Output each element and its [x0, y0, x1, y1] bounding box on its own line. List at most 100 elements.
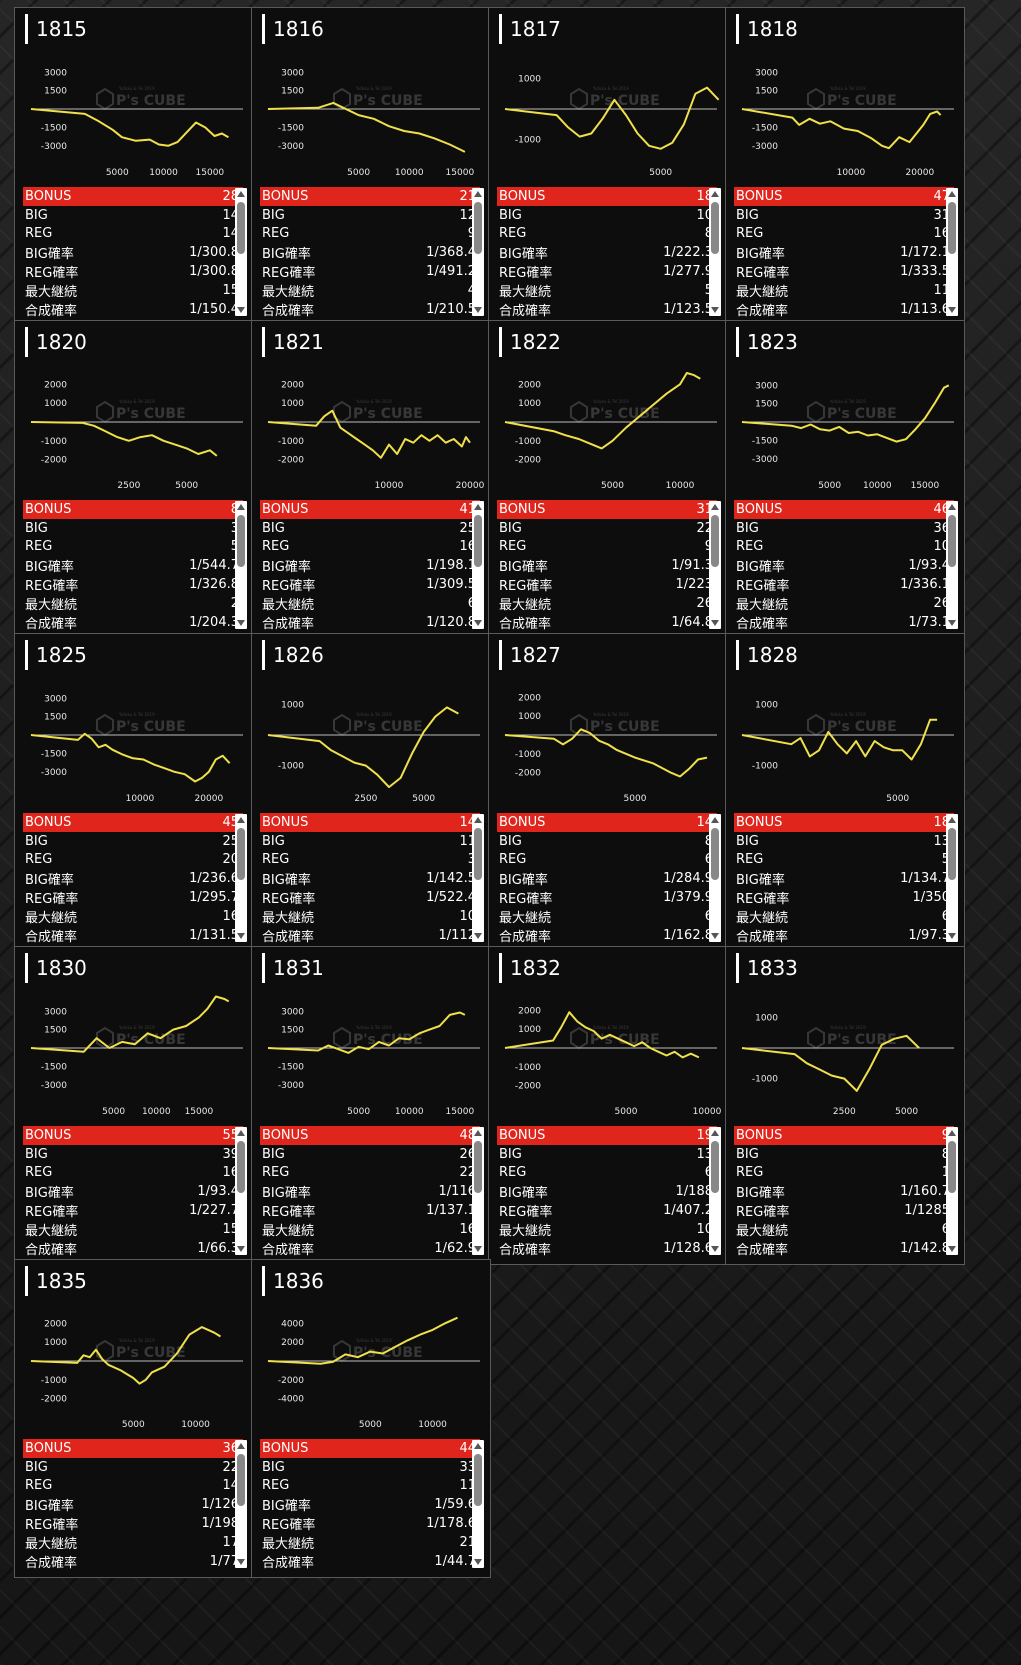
stats-scrollbar[interactable] [235, 1127, 247, 1255]
stat-row-max-streak: 最大継続 16 [260, 1220, 480, 1239]
scroll-thumb[interactable] [711, 202, 719, 254]
scroll-up-arrow-icon[interactable] [711, 1130, 719, 1136]
machine-card[interactable]: 1828 Yufuku & Tel 2019 P's CUBE 1000 -1000 50… [725, 633, 965, 952]
stats-scrollbar[interactable] [709, 814, 721, 942]
stats-table: BONUS 21 BIG 12 REG 9 BIG確率 1/368.4 REG確率 1/491.2… [260, 187, 480, 319]
stats-scrollbar[interactable] [472, 188, 484, 316]
stats-scrollbar[interactable] [946, 1127, 958, 1255]
stats-scrollbar[interactable] [472, 1127, 484, 1255]
stats-scrollbar[interactable] [472, 501, 484, 629]
scroll-down-arrow-icon[interactable] [474, 1559, 482, 1565]
scroll-down-arrow-icon[interactable] [237, 620, 245, 626]
scroll-down-arrow-icon[interactable] [711, 1246, 719, 1252]
scroll-thumb[interactable] [474, 202, 482, 254]
scroll-down-arrow-icon[interactable] [711, 620, 719, 626]
scroll-down-arrow-icon[interactable] [474, 620, 482, 626]
scroll-up-arrow-icon[interactable] [948, 191, 956, 197]
scroll-down-arrow-icon[interactable] [237, 1559, 245, 1565]
stats-scrollbar[interactable] [472, 1440, 484, 1568]
scroll-up-arrow-icon[interactable] [711, 504, 719, 510]
scroll-up-arrow-icon[interactable] [711, 817, 719, 823]
scroll-thumb[interactable] [237, 1454, 245, 1506]
scroll-down-arrow-icon[interactable] [948, 620, 956, 626]
scroll-thumb[interactable] [237, 828, 245, 880]
scroll-down-arrow-icon[interactable] [711, 307, 719, 313]
scroll-down-arrow-icon[interactable] [711, 933, 719, 939]
machine-card[interactable]: 1827 Yufuku & Tel 2019 P's CUBE 2000 1000 -10… [488, 633, 728, 952]
machine-card[interactable]: 1832 Yufuku & Tel 2019 P's CUBE 2000 1000 -10… [488, 946, 728, 1265]
scroll-thumb[interactable] [711, 828, 719, 880]
scroll-up-arrow-icon[interactable] [948, 504, 956, 510]
stats-scrollbar[interactable] [709, 501, 721, 629]
scroll-down-arrow-icon[interactable] [237, 933, 245, 939]
machine-card[interactable]: 1818 Yufuku & Tel 2019 P's CUBE 3000 1500 -15… [725, 7, 965, 326]
scroll-thumb[interactable] [948, 1141, 956, 1193]
stats-scrollbar[interactable] [472, 814, 484, 942]
machine-card[interactable]: 1822 Yufuku & Tel 2019 P's CUBE 2000 1000 -10… [488, 320, 728, 639]
scroll-down-arrow-icon[interactable] [948, 307, 956, 313]
machine-card[interactable]: 1835 Yufuku & Tel 2019 P's CUBE 2000 1000 -10… [14, 1259, 254, 1578]
machine-card[interactable]: 1826 Yufuku & Tel 2019 P's CUBE 1000 -1000 25… [251, 633, 491, 952]
machine-card[interactable]: 1833 Yufuku & Tel 2019 P's CUBE 1000 -1000 25… [725, 946, 965, 1265]
scroll-thumb[interactable] [948, 515, 956, 567]
scroll-up-arrow-icon[interactable] [237, 504, 245, 510]
stat-row-reg: REG 6 [497, 851, 717, 870]
scroll-up-arrow-icon[interactable] [474, 191, 482, 197]
scroll-down-arrow-icon[interactable] [237, 1246, 245, 1252]
stats-scrollbar[interactable] [709, 1127, 721, 1255]
machine-card[interactable]: 1816 Yufuku & Tel 2019 P's CUBE 3000 1500 -15… [251, 7, 491, 326]
stats-scrollbar[interactable] [235, 814, 247, 942]
scroll-up-arrow-icon[interactable] [474, 1443, 482, 1449]
machine-card[interactable]: 1820 Yufuku & Tel 2019 P's CUBE 2000 1000 -10… [14, 320, 254, 639]
stats-scrollbar[interactable] [235, 1440, 247, 1568]
scroll-up-arrow-icon[interactable] [474, 817, 482, 823]
stats-scrollbar[interactable] [946, 814, 958, 942]
scroll-thumb[interactable] [474, 1141, 482, 1193]
stats-scrollbar[interactable] [235, 501, 247, 629]
scroll-thumb[interactable] [948, 202, 956, 254]
scroll-up-arrow-icon[interactable] [474, 504, 482, 510]
scroll-up-arrow-icon[interactable] [948, 817, 956, 823]
scroll-thumb[interactable] [237, 515, 245, 567]
scroll-up-arrow-icon[interactable] [237, 1443, 245, 1449]
machine-number: 1827 [499, 640, 561, 670]
scroll-thumb[interactable] [474, 1454, 482, 1506]
machine-card[interactable]: 1836 Yufuku & Tel 2019 P's CUBE 4000 2000 -20… [251, 1259, 491, 1578]
stats-scrollbar[interactable] [946, 501, 958, 629]
scroll-down-arrow-icon[interactable] [948, 1246, 956, 1252]
machine-card[interactable]: 1825 Yufuku & Tel 2019 P's CUBE 3000 1500 -15… [14, 633, 254, 952]
stat-row-reg-rate: REG確率 1/309.5 [260, 575, 480, 594]
scroll-up-arrow-icon[interactable] [237, 1130, 245, 1136]
scroll-up-arrow-icon[interactable] [237, 191, 245, 197]
machine-card[interactable]: 1815 Yufuku & Tel 2019 P's CUBE 3000 1500 -15… [14, 7, 254, 326]
stat-value: 1/333.5 [900, 264, 950, 280]
stat-row-max-streak: 最大継続 16 [23, 907, 243, 926]
scroll-thumb[interactable] [948, 828, 956, 880]
stats-scrollbar[interactable] [946, 188, 958, 316]
scroll-thumb[interactable] [474, 828, 482, 880]
stats-scrollbar[interactable] [235, 188, 247, 316]
scroll-down-arrow-icon[interactable] [474, 307, 482, 313]
stat-row-big-rate: BIG確率 1/284.9 [497, 869, 717, 888]
scroll-down-arrow-icon[interactable] [948, 933, 956, 939]
scroll-thumb[interactable] [237, 1141, 245, 1193]
scroll-up-arrow-icon[interactable] [948, 1130, 956, 1136]
scroll-down-arrow-icon[interactable] [474, 933, 482, 939]
scroll-thumb[interactable] [474, 515, 482, 567]
scroll-thumb[interactable] [711, 1141, 719, 1193]
scroll-down-arrow-icon[interactable] [474, 1246, 482, 1252]
scroll-thumb[interactable] [237, 202, 245, 254]
scroll-thumb[interactable] [711, 515, 719, 567]
machine-card[interactable]: 1831 Yufuku & Tel 2019 P's CUBE 3000 1500 -15… [251, 946, 491, 1265]
scroll-down-arrow-icon[interactable] [237, 307, 245, 313]
machine-card[interactable]: 1830 Yufuku & Tel 2019 P's CUBE 3000 1500 -15… [14, 946, 254, 1265]
scroll-up-arrow-icon[interactable] [711, 191, 719, 197]
machine-card[interactable]: 1817 Yufuku & Tel 2019 P's CUBE 1000 -1000 50… [488, 7, 728, 326]
scroll-up-arrow-icon[interactable] [474, 1130, 482, 1136]
stats-scrollbar[interactable] [709, 188, 721, 316]
stat-row-big-rate: BIG確率 1/142.5 [260, 869, 480, 888]
machine-card[interactable]: 1823 Yufuku & Tel 2019 P's CUBE 3000 1500 -15… [725, 320, 965, 639]
scroll-up-arrow-icon[interactable] [237, 817, 245, 823]
slump-line [267, 409, 471, 459]
machine-card[interactable]: 1821 Yufuku & Tel 2019 P's CUBE 2000 1000 -10… [251, 320, 491, 639]
